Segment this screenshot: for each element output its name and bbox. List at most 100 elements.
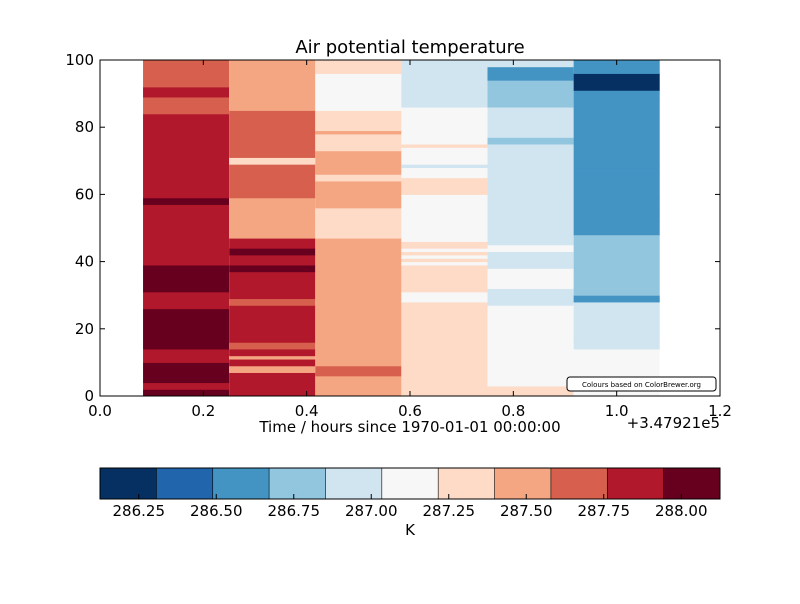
heatmap-cell <box>401 83 488 95</box>
heatmap-cell <box>573 73 660 91</box>
colorbar-tick-label: 286.50 <box>190 502 243 520</box>
heatmap-cell <box>229 271 316 300</box>
y-axis: 0 20 40 60 80 100 <box>65 51 720 405</box>
y-tick-label: 60 <box>75 185 94 203</box>
heatmap-cell <box>229 248 316 256</box>
heatmap-cell <box>573 167 660 175</box>
heatmap-cell <box>401 254 488 259</box>
heatmap-cell <box>315 60 402 74</box>
y-tick-label: 100 <box>65 51 94 69</box>
heatmap-cell <box>401 177 488 195</box>
colorbar-swatch <box>156 468 214 499</box>
heatmap-cell <box>229 372 316 397</box>
heatmap-cell <box>487 60 574 68</box>
y-tick-label: 80 <box>75 118 94 136</box>
colorbar-swatch <box>269 468 326 499</box>
heatmap-cell <box>401 261 488 266</box>
plot-area <box>143 60 660 397</box>
heatmap-cell <box>487 244 574 253</box>
heatmap-cell <box>573 234 660 296</box>
heatmap-cell <box>229 110 316 158</box>
heatmap-cell <box>143 96 230 115</box>
heatmap-cell <box>401 258 488 263</box>
heatmap-cell <box>143 362 230 384</box>
heatmap-cell <box>401 60 488 71</box>
colorbar-swatch <box>607 468 665 499</box>
heatmap-cell <box>487 201 574 246</box>
credit-box: Colours based on ColorBrewer.org <box>566 376 717 392</box>
x-axis-label: Time / hours since 1970-01-01 00:00:00 <box>258 418 560 436</box>
x-tick-label: 0.4 <box>295 402 319 420</box>
heatmap-cell <box>143 389 230 397</box>
colorbar-tick-label: 288.00 <box>655 502 708 520</box>
heatmap-cell <box>143 204 230 266</box>
heatmap-cell <box>401 194 488 242</box>
colorbar-swatch <box>100 468 157 499</box>
heatmap-cell <box>487 137 574 145</box>
heatmap-cell <box>315 365 402 377</box>
heatmap-cell <box>573 100 660 169</box>
x-tick-label: 1.0 <box>605 402 629 420</box>
heatmap-cell <box>401 264 488 293</box>
credit-text: Colours based on ColorBrewer.org <box>582 381 701 389</box>
heatmap-cell <box>229 342 316 350</box>
heatmap-cell <box>487 197 574 202</box>
colorbar-tick-label: 287.75 <box>578 502 631 520</box>
colorbar <box>100 468 721 499</box>
heatmap-cell <box>401 241 488 249</box>
colorbar-tick-label: 287.25 <box>423 502 476 520</box>
colorbar-tick-label: 287.50 <box>500 502 553 520</box>
heatmap-cell <box>229 348 316 357</box>
heatmap-cell <box>229 254 316 266</box>
heatmap-cell <box>401 70 488 85</box>
colorbar-frame <box>99 467 721 500</box>
heatmap-cell <box>229 305 316 343</box>
colorbar-tick-label: 286.75 <box>268 502 321 520</box>
heatmap-cell <box>401 248 488 253</box>
colorbar-swatch <box>494 468 552 499</box>
heatmap-cell <box>401 291 488 303</box>
heatmap-cell <box>487 170 574 199</box>
colorbar-ticks: 286.25 286.50 286.75 287.00 287.25 287.50 287.… <box>113 494 708 520</box>
y-tick-label: 20 <box>75 320 94 338</box>
heatmap-cell <box>143 264 230 293</box>
x-axis: 0.0 0.2 0.4 0.6 0.8 1.0 1.2 <box>88 60 732 420</box>
heatmap-cell <box>401 107 488 145</box>
heatmap-cell <box>487 144 574 172</box>
heatmap-cell <box>143 86 230 98</box>
heatmap-cell <box>487 288 574 306</box>
heatmap-cell <box>487 385 574 397</box>
x-tick-label: 1.2 <box>708 402 732 420</box>
heatmap-cell <box>143 382 230 390</box>
heatmap-cell <box>229 238 316 249</box>
heatmap-cell <box>573 174 660 199</box>
heatmap-cell <box>229 157 316 165</box>
heatmap-cell <box>315 174 402 182</box>
heatmap-cell <box>573 342 660 350</box>
heatmap-cell <box>143 348 230 363</box>
heatmap-cell <box>573 295 660 303</box>
heatmap-cell <box>573 197 660 209</box>
colorbar-swatch <box>381 468 439 499</box>
heatmap-cell <box>401 164 488 169</box>
heatmap-cell <box>573 221 660 236</box>
heatmap-cell <box>143 113 230 199</box>
y-tick-label: 40 <box>75 253 94 271</box>
heatmap-cell <box>229 60 316 111</box>
heatmap-cell <box>229 298 316 306</box>
heatmap-cell <box>573 90 660 101</box>
heatmap-cell <box>315 110 402 132</box>
heatmap-cell <box>401 147 488 165</box>
credit-frame <box>566 376 717 392</box>
heatmap-cell <box>143 60 230 88</box>
heatmap-cell <box>487 80 574 108</box>
heatmap-cell <box>315 144 402 152</box>
colorbar-label: K <box>405 521 416 539</box>
heatmap-cell <box>401 251 488 256</box>
heatmap-cell <box>401 301 488 397</box>
heatmap-cell <box>401 167 488 179</box>
heatmap-cell <box>229 164 316 199</box>
heatmap-cell <box>487 305 574 387</box>
x-tick-label: 0.2 <box>191 402 215 420</box>
